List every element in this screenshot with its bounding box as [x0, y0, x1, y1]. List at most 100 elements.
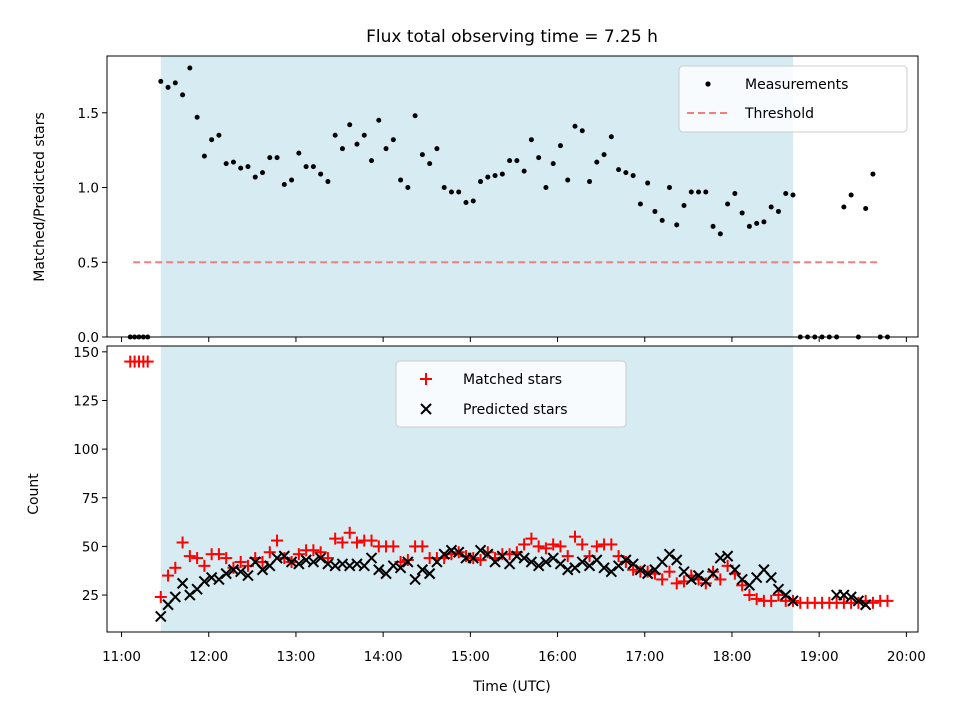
predicted-star-stroke [758, 564, 770, 576]
x-tick-label: 17:00 [625, 649, 664, 665]
top-y-axis-label: Matched/Predicted stars [32, 112, 48, 282]
matched-star-point [292, 548, 305, 561]
predicted-star-stroke [540, 556, 552, 568]
predicted-star-point [438, 548, 450, 560]
matched-star-point [387, 540, 400, 553]
x-tick-label: 13:00 [276, 649, 315, 665]
predicted-star-point [416, 564, 429, 576]
matched-star-point [568, 530, 581, 543]
predicted-star-stroke [714, 552, 727, 564]
matched-star-point [271, 534, 284, 547]
measurement-point [681, 202, 687, 208]
star-count-marks [124, 355, 894, 623]
measurement-point [303, 164, 309, 170]
matched-star-point [141, 355, 154, 368]
measurement-point [499, 171, 505, 177]
predicted-star-stroke [562, 564, 574, 576]
predicted-star-point [721, 550, 734, 562]
measurement-point [587, 179, 593, 185]
measurement-point [194, 114, 200, 120]
measurement-point [245, 164, 251, 170]
measurement-point [696, 189, 702, 195]
x-tick-label: 16:00 [538, 649, 577, 665]
predicted-star-point [852, 595, 865, 607]
predicted-star-stroke [532, 560, 545, 572]
predicted-star-point [540, 556, 552, 568]
measurement-point [405, 185, 411, 191]
measurement-point [739, 210, 745, 216]
matched-star-point [343, 526, 356, 539]
flux-ratio-marks [127, 65, 890, 340]
matched-star-point [183, 550, 196, 563]
measurement-point [252, 174, 258, 180]
predicted-star-stroke [394, 562, 407, 574]
x-tick-label: 12:00 [189, 649, 228, 665]
measurement-point [274, 155, 280, 161]
predicted-star-point [612, 560, 625, 572]
measurement-point [354, 141, 360, 147]
measurement-point [434, 146, 440, 152]
predicted-star-point [547, 552, 559, 564]
predicted-star-stroke [852, 595, 865, 607]
matched-star-point [627, 563, 640, 576]
measurement-point [674, 222, 680, 228]
predicted-star-point [169, 591, 182, 603]
matched-star-point [329, 532, 342, 545]
predicted-star-point [525, 556, 538, 568]
predicted-star-point [394, 562, 407, 574]
predicted-star-point [641, 567, 654, 580]
predicted-star-stroke [235, 565, 247, 578]
matched-star-point [561, 550, 574, 563]
predicted-star-point [307, 556, 320, 568]
predicted-star-stroke [198, 575, 211, 588]
predicted-star-stroke [365, 552, 378, 564]
matched-star-point [263, 546, 276, 559]
x-axis-label: Time (UTC) [472, 679, 550, 695]
y-tick-label: 125 [73, 393, 99, 409]
measurement-point [543, 185, 549, 191]
matched-star-point [401, 554, 414, 567]
predicted-star-stroke [416, 564, 429, 576]
x-tick-label: 18:00 [713, 649, 752, 665]
predicted-star-stroke [373, 564, 385, 576]
predicted-star-point [772, 583, 785, 595]
predicted-star-point [569, 562, 581, 574]
measurement-point [158, 78, 164, 84]
measurement-point [209, 137, 215, 143]
measurement-point [427, 161, 433, 167]
predicted-star-stroke [612, 560, 625, 572]
measurement-point [863, 205, 869, 211]
matched-star-point [314, 546, 327, 559]
measurement-point [608, 134, 614, 140]
bottom-y-axis-label: Count [26, 473, 42, 515]
y-tick-label: 50 [82, 539, 99, 555]
predicted-star-point [176, 577, 189, 590]
top-legend: Measurements Threshold [678, 65, 908, 133]
predicted-star-stroke [547, 552, 559, 564]
predicted-star-stroke [780, 589, 792, 601]
measurements-legend-label: Measurements [745, 77, 848, 93]
measurement-point [238, 165, 244, 171]
matched-star-point [743, 589, 756, 602]
predicted-star-stroke [453, 546, 465, 558]
measurement-point [223, 161, 229, 167]
measurement-point [550, 161, 556, 167]
predicted-star-point [671, 554, 683, 566]
chart-title: Flux total observing time = 7.25 h [366, 27, 658, 47]
top-y-ticks: 0.0 0.5 1.0 1.5 [78, 106, 107, 346]
measurement-point [456, 189, 462, 195]
predicted-star-stroke [525, 556, 538, 568]
measurements-legend-marker [705, 81, 711, 87]
predicted-star-stroke [641, 567, 654, 580]
matched-star-point [212, 548, 225, 561]
measurement-point [521, 168, 527, 174]
predicted-star-stroke [278, 550, 291, 562]
matched-star-point [736, 579, 749, 592]
predicted-star-point [314, 552, 327, 564]
predicted-star-stroke [169, 591, 182, 603]
predicted-star-stroke [729, 564, 741, 576]
predicted-star-stroke [554, 558, 567, 570]
measurement-point [398, 177, 404, 183]
measurement-point [470, 198, 476, 204]
